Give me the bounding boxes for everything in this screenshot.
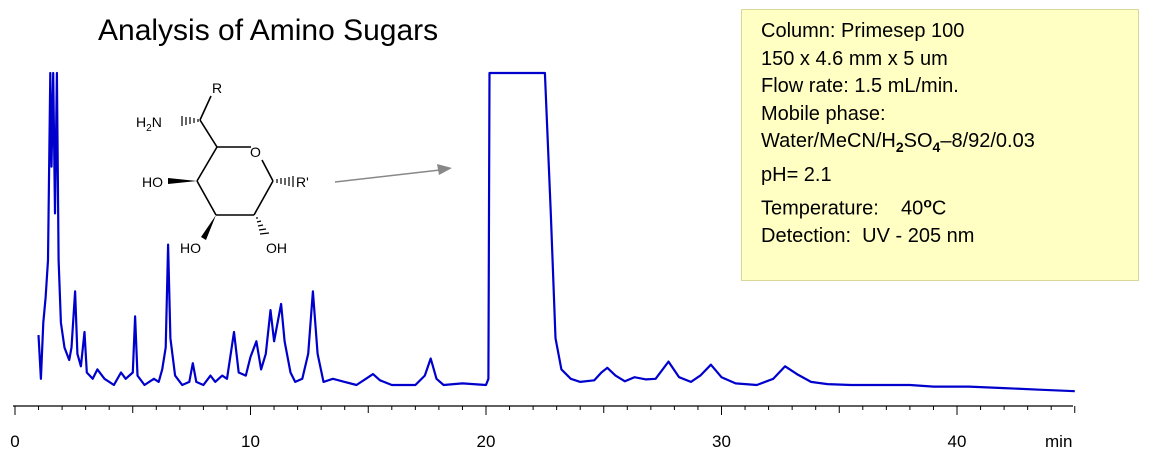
x-axis-unit-label: min <box>1045 432 1072 449</box>
condition-dimensions: 150 x 4.6 mm x 5 um <box>761 47 948 70</box>
structure-label-r: R <box>212 80 222 96</box>
ring-bond <box>261 159 274 182</box>
wedge-bond <box>168 178 197 184</box>
ring-bond <box>196 180 217 216</box>
amino-sugar-structure <box>168 95 294 240</box>
condition-detection: Detection: UV - 205 nm <box>761 225 975 248</box>
x-tick-label: 0 <box>10 432 19 449</box>
ring-bond <box>253 180 274 216</box>
condition-flow-rate: Flow rate: 1.5 mL/min. <box>761 75 959 97</box>
condition-temperature: Temperature: 40oC <box>761 194 947 220</box>
condition-mobile-phase-label: Mobile phase: <box>761 102 886 125</box>
x-tick-label: 30 <box>712 432 731 449</box>
structure-label-ho-left: HO <box>142 174 163 190</box>
condition-ph: pH= 2.1 <box>761 163 832 186</box>
structure-label-h2n: H2N <box>136 114 162 134</box>
chart-title: Analysis of Amino Sugars <box>98 14 438 47</box>
structure-label-ho-bottom: HO <box>180 240 201 256</box>
pointer-arrow <box>334 164 452 183</box>
structure-label-o: O <box>250 144 261 160</box>
structure-label-r-prime: R' <box>296 174 309 190</box>
hashed-bond-nh2 <box>181 116 199 126</box>
x-tick-label: 10 <box>241 432 260 449</box>
hashed-bond-r-prime <box>276 176 294 187</box>
condition-column: Column: Primesep 100 <box>761 20 965 42</box>
hashed-bond-oh <box>256 217 270 235</box>
structure-label-oh-bottom: OH <box>266 240 287 256</box>
x-axis-ticks: 0 10 20 30 40 <box>10 406 1076 449</box>
wedge-bond <box>201 215 216 240</box>
conditions-box: Column: Primesep 100 150 x 4.6 mm x 5 um… <box>741 9 1139 281</box>
ring-bond <box>196 146 218 182</box>
condition-mobile-phase: Water/MeCN/H2SO4–8/92/0.03 <box>761 130 1035 155</box>
side-chain-bond <box>199 119 218 148</box>
x-tick-label: 40 <box>948 432 967 449</box>
x-tick-label: 20 <box>477 432 496 449</box>
side-chain-bond <box>199 95 212 121</box>
chromatogram-trace <box>37 71 1075 393</box>
